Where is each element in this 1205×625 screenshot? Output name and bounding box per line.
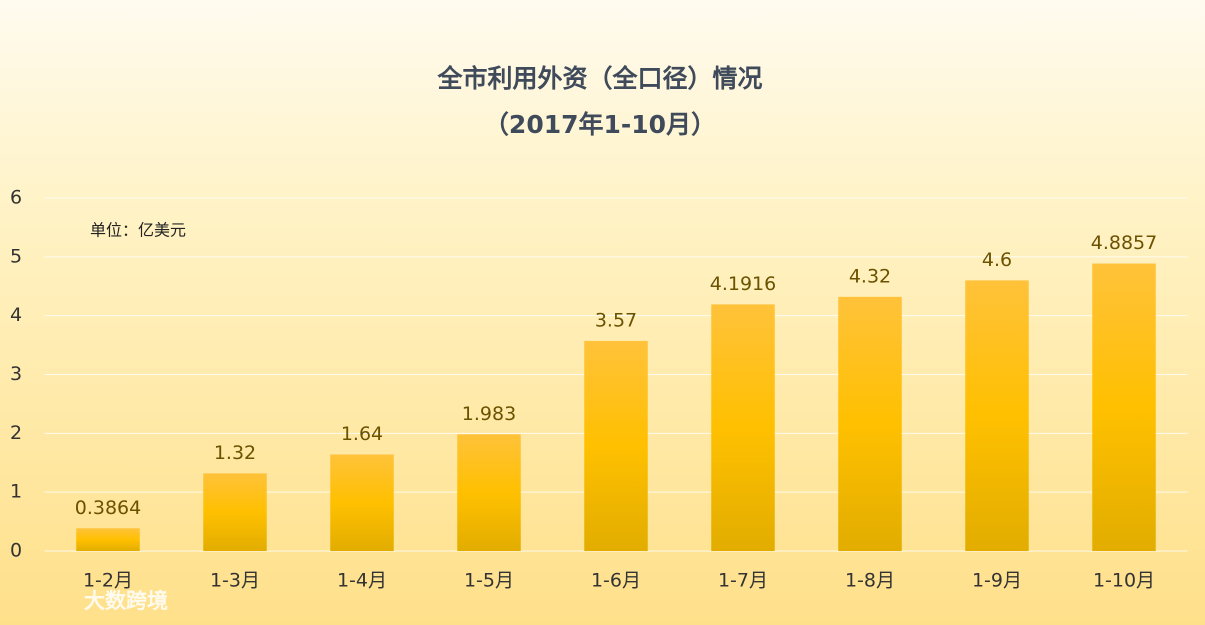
x-tick-label: 1-7月 (718, 570, 768, 592)
bar (711, 304, 775, 551)
x-tick-label: 1-6月 (591, 570, 641, 592)
value-label: 1.64 (341, 423, 383, 445)
bar (457, 434, 521, 551)
x-tick-label: 1-3月 (210, 570, 260, 592)
y-tick-label: 0 (10, 540, 22, 562)
y-tick-label: 3 (10, 363, 22, 385)
unit-label: 单位：亿美元 (90, 221, 186, 240)
value-label: 4.1916 (710, 273, 776, 295)
value-label: 1.32 (214, 442, 256, 464)
value-label: 4.6 (982, 249, 1012, 271)
chart-subtitle: （2017年1-10月） (484, 110, 716, 139)
x-tick-label: 1-10月 (1093, 570, 1155, 592)
y-tick-label: 1 (10, 481, 22, 503)
x-tick-label: 1-8月 (845, 570, 895, 592)
bar (76, 528, 140, 551)
value-label: 3.57 (595, 309, 637, 331)
y-tick-label: 6 (10, 187, 22, 209)
value-label: 4.8857 (1091, 232, 1157, 254)
watermark: 大数跨境 (84, 589, 168, 613)
bar (330, 454, 394, 551)
value-label: 1.983 (462, 403, 516, 425)
y-tick-label: 2 (10, 422, 22, 444)
x-tick-label: 1-4月 (337, 570, 387, 592)
bar (203, 473, 267, 551)
y-tick-label: 4 (10, 304, 22, 326)
bar (1092, 263, 1156, 551)
x-tick-label: 1-9月 (972, 570, 1022, 592)
chart-title: 全市利用外资（全口径）情况 (436, 64, 762, 93)
value-label: 4.32 (849, 265, 891, 287)
bar (584, 340, 648, 551)
value-label: 0.3864 (75, 497, 141, 519)
y-tick-label: 5 (10, 245, 22, 267)
bar (965, 280, 1029, 551)
x-tick-label: 1-2月 (83, 570, 133, 592)
x-tick-label: 1-5月 (464, 570, 514, 592)
bar (838, 296, 902, 551)
